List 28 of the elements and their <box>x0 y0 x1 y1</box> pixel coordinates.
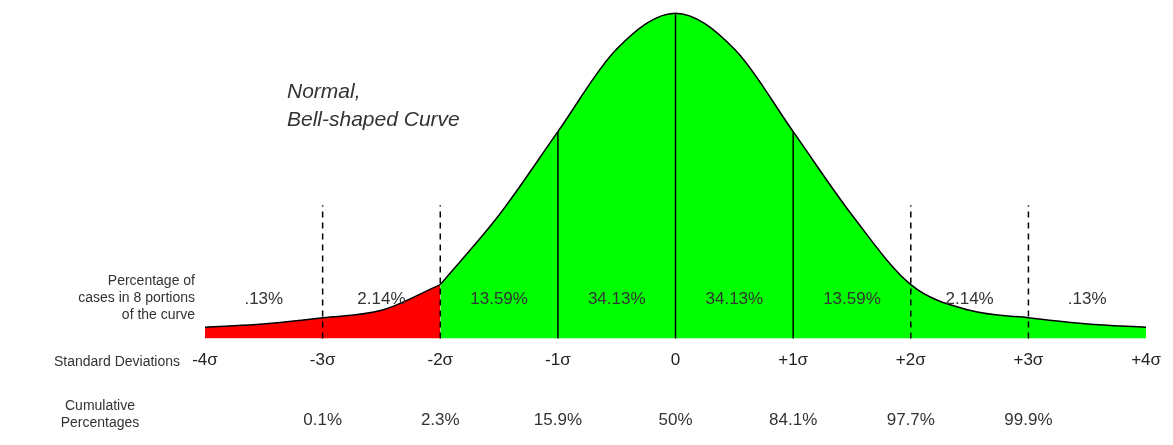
x-tick-label: -4σ <box>192 350 219 370</box>
text: 97.7% <box>886 410 935 429</box>
x-tick-label: 0 <box>670 350 681 370</box>
text: 99.9% <box>1004 410 1053 429</box>
annotation: .13% <box>1067 289 1107 308</box>
text: Percentage of cases in 8 portions of the curve <box>78 272 196 322</box>
x-tick-label: +3σ <box>1013 350 1044 370</box>
annotation: 34.13% <box>705 289 764 308</box>
x-tick-label: +2σ <box>895 350 927 370</box>
x-axis-title: Standard Deviations <box>53 352 180 369</box>
annotation: 2.14% <box>357 289 406 308</box>
text: 15.9% <box>533 410 582 429</box>
text: 84.1% <box>769 410 818 429</box>
annotation: .13% <box>244 289 284 308</box>
x-tick-label: +4σ <box>1131 350 1162 370</box>
annotation: 13.59% <box>470 289 528 308</box>
x-tick-label: -1σ <box>545 350 572 370</box>
x-tick-label: -3σ <box>309 350 336 370</box>
text: 0.1% <box>303 410 343 429</box>
annotation: 2.14% <box>945 289 994 308</box>
annotation: 34.13% <box>587 289 646 308</box>
x-tick-label: -2σ <box>427 350 454 370</box>
text: 50% <box>658 410 693 429</box>
x-tick-label: +1σ <box>778 350 809 370</box>
annotation: Normal, Bell-shaped Curve <box>287 79 460 130</box>
annotation: 13.59% <box>823 289 881 308</box>
text: Cumulative Percentages <box>60 397 140 430</box>
text: 2.3% <box>420 410 460 429</box>
